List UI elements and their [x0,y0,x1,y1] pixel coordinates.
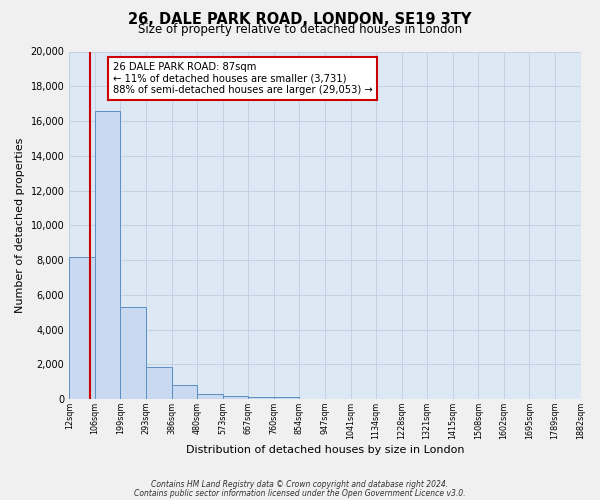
Text: Contains HM Land Registry data © Crown copyright and database right 2024.: Contains HM Land Registry data © Crown c… [151,480,449,489]
X-axis label: Distribution of detached houses by size in London: Distribution of detached houses by size … [185,445,464,455]
Text: 26 DALE PARK ROAD: 87sqm
← 11% of detached houses are smaller (3,731)
88% of sem: 26 DALE PARK ROAD: 87sqm ← 11% of detach… [113,62,373,95]
Bar [274,398,299,399]
Text: Contains public sector information licensed under the Open Government Licence v3: Contains public sector information licen… [134,488,466,498]
Bar [172,386,197,399]
Text: 26, DALE PARK ROAD, LONDON, SE19 3TY: 26, DALE PARK ROAD, LONDON, SE19 3TY [128,12,472,28]
Y-axis label: Number of detached properties: Number of detached properties [15,138,25,313]
Bar [146,367,172,399]
Bar [69,256,95,399]
Bar [121,307,146,399]
Bar [248,398,274,399]
Bar [197,394,223,399]
Bar [95,110,121,399]
Text: Size of property relative to detached houses in London: Size of property relative to detached ho… [138,22,462,36]
Bar [223,396,248,399]
